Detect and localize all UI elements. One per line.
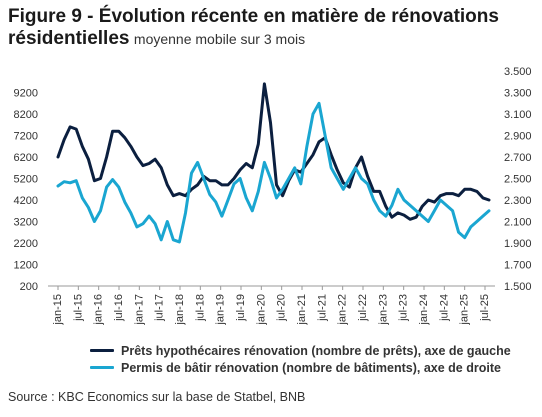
left-tick-label: 7200 [14,131,38,143]
left-tick-label: 9200 [14,88,38,100]
left-axis: 200 1200 2200 3200 4200 5200 6200 7200 8200 9200 [14,88,38,294]
left-tick-label: 8200 [14,109,38,121]
right-tick-label: 2.900 [504,131,532,143]
right-tick-label: 3.100 [504,109,532,121]
x-tick-label: jan-18 [174,294,186,326]
title-text: Figure 9 - Évolution récente en matière … [8,6,499,27]
x-tick-label: jul-24 [438,294,450,322]
x-tick-label: jan-16 [93,294,105,326]
left-tick-label: 5200 [14,174,38,186]
right-tick-label: 1.500 [504,281,532,293]
source-note: Source : KBC Economics sur la base de St… [8,390,306,404]
x-tick-label: jul-25 [479,294,491,322]
x-tick-label: jul-16 [113,294,125,322]
x-tick-label: jul-15 [72,294,84,322]
right-tick-label: 3.500 [504,66,532,78]
right-tick-label: 2.500 [504,174,532,186]
x-tick-label: jan-23 [377,294,389,326]
left-tick-label: 200 [20,281,38,293]
x-tick-label: jul-18 [194,294,206,322]
x-tick-label: jan-20 [255,294,267,326]
right-tick-label: 3.300 [504,88,532,100]
x-axis: jan-15 jul-15 jan-16 jul-16 jan-17 jul-17 jan-… [52,286,491,326]
legend: Prêts hypothécaires rénovation (nombre d… [90,342,511,376]
right-tick-label: 1.700 [504,260,532,272]
x-tick-label: jul-22 [357,294,369,322]
x-tick-label: jan-19 [215,294,227,326]
series-line-permis [56,101,491,244]
left-tick-label: 3200 [14,217,38,229]
x-tick-label: jul-19 [235,294,247,322]
right-tick-label: 2.100 [504,217,532,229]
series-line-prets [56,82,491,221]
x-tick-label: jan-17 [133,294,145,326]
left-tick-label: 6200 [14,152,38,164]
x-tick-label: jan-15 [52,294,64,326]
left-tick-label: 4200 [14,195,38,207]
legend-swatch-permis [90,366,114,369]
x-tick-label: jan-21 [296,294,308,326]
legend-label-prets: Prêts hypothécaires rénovation (nombre d… [121,343,511,358]
x-tick-label: jan-25 [459,294,471,326]
right-tick-label: 1.900 [504,238,532,250]
right-axis: 1.500 1.700 1.900 2.100 2.300 2.500 2.700 2.900… [504,66,532,293]
series-lines [56,82,491,244]
x-tick-label: jan-24 [418,294,430,326]
x-tick-label: jul-17 [154,294,166,322]
legend-swatch-prets [90,349,114,352]
legend-item-permis: Permis de bâtir rénovation (nombre de bâ… [90,359,511,376]
chart-title: Figure 9 - Évolution récente en matière … [8,6,508,50]
x-tick-label: jul-20 [276,294,288,322]
legend-label-permis: Permis de bâtir rénovation (nombre de bâ… [121,360,501,375]
x-tick-label: jan-22 [337,294,349,326]
legend-item-prets: Prêts hypothécaires rénovation (nombre d… [90,342,511,359]
left-tick-label: 1200 [14,260,38,272]
right-tick-label: 2.300 [504,195,532,207]
x-tick-label: jul-23 [398,294,410,322]
chart-subtitle: moyenne mobile sur 3 mois [133,31,306,47]
left-tick-label: 2200 [14,238,38,250]
right-tick-label: 2.700 [504,152,532,164]
title-text-line2: résidentielles [8,28,130,49]
x-tick-label: jul-21 [316,294,328,322]
